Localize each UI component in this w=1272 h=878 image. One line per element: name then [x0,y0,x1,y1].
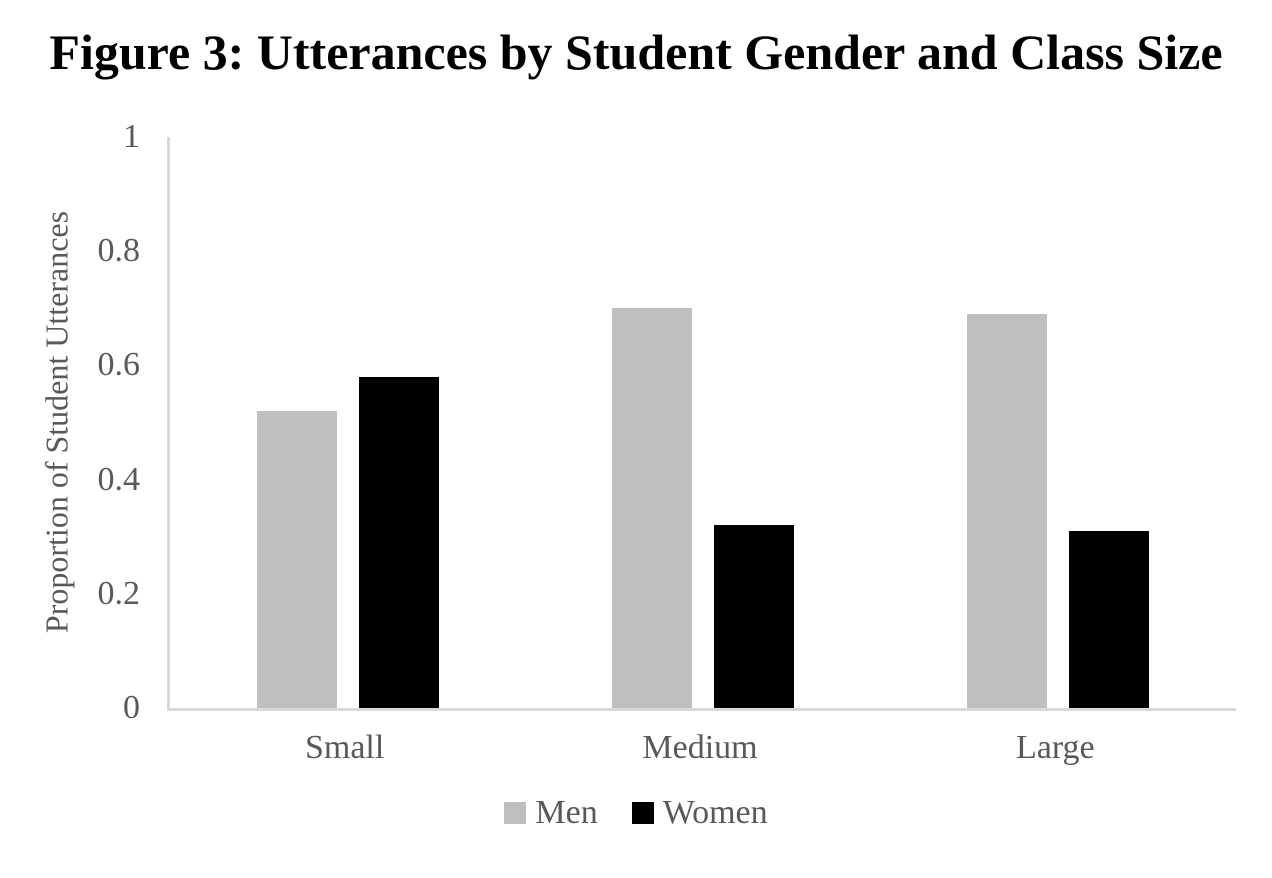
bar-women-medium [714,525,794,708]
x-category-label-medium: Medium [642,729,758,766]
bar-women-small [358,376,439,708]
legend-item-men: Men [504,794,598,831]
y-tick-label-0.8: 0.8 [97,232,141,270]
legend-item-women: Women [631,794,768,831]
y-tick-label-0.2: 0.2 [97,574,141,612]
y-tick-label-0.6: 0.6 [97,346,141,384]
legend-swatch-women [631,802,654,824]
legend: Men Women [0,796,1272,830]
y-axis-title: Proportion of Student Utterances [38,210,75,634]
y-tick-label-0: 0 [123,689,140,726]
y-tick-label-1: 1 [123,118,140,155]
x-category-label-small: Small [304,729,385,766]
bar-women-large [1069,530,1150,708]
y-tick-label-0.4: 0.4 [97,460,141,498]
legend-label-women: Women [662,794,768,831]
chart-title: Figure 3: Utterances by Student Gender a… [49,24,1223,80]
plot-area [167,137,1236,711]
x-category-label-large: Large [1015,729,1095,766]
bar-men-large [967,314,1048,708]
bar-men-small [256,411,337,708]
legend-swatch-men [504,802,527,824]
bar-men-medium [612,308,692,708]
legend-label-men: Men [535,794,598,831]
